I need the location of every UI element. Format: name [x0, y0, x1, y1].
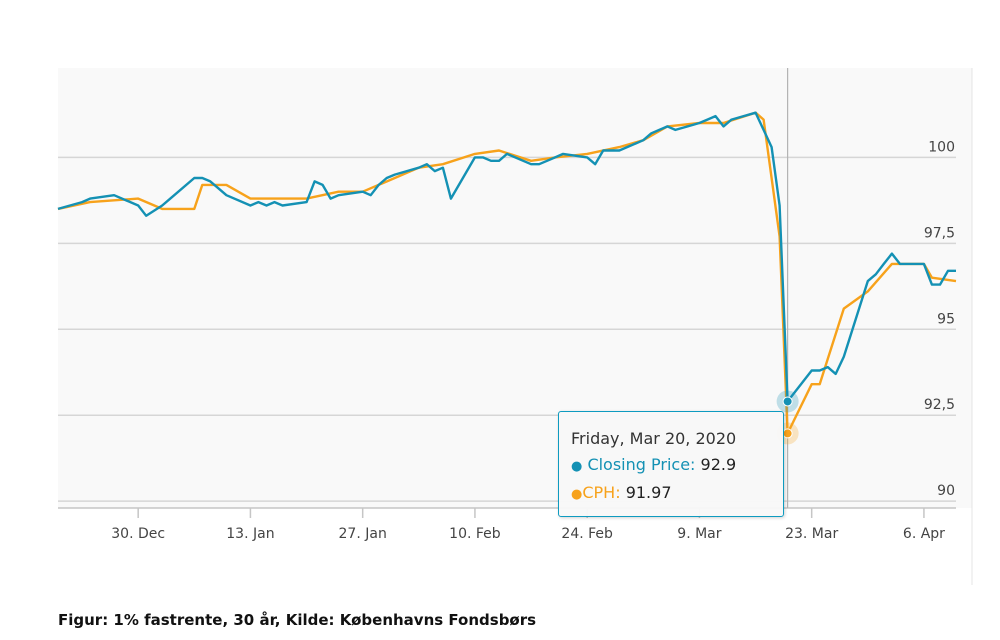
- series-dot-icon: ●: [571, 459, 583, 474]
- series-line-closing-price[interactable]: [57, 111, 956, 403]
- x-tick-label: 23. Mar: [785, 526, 838, 542]
- tooltip-value: 91.97: [625, 483, 672, 502]
- series-dot-icon: ●: [571, 487, 583, 502]
- x-tick-label: 24. Feb: [561, 526, 613, 542]
- figure-caption: Figur: 1% fastrente, 30 år, Kilde: Køben…: [58, 611, 537, 629]
- tooltip-label: Closing Price:: [587, 455, 696, 474]
- tooltip-row-cph: ●CPH: 91.97: [571, 480, 783, 508]
- y-tick-label: 95: [937, 311, 955, 327]
- tooltip-value: 92.9: [700, 455, 737, 474]
- x-tick-label: 13. Jan: [226, 526, 274, 542]
- x-axis: 30. Dec 13. Jan 27. Jan 10. Feb 24. Feb 9. Ma…: [58, 507, 956, 542]
- y-tick-label: 92,5: [924, 397, 955, 413]
- tooltip-label: CPH:: [582, 483, 621, 502]
- x-tick-label: 27. Jan: [339, 526, 387, 542]
- y-tick-label: 100: [928, 139, 955, 155]
- series-lines[interactable]: [57, 111, 957, 435]
- marker-point-cph[interactable]: [782, 428, 793, 439]
- y-axis: 90 92,5 95 97,5 100: [924, 139, 955, 499]
- plot-background: [58, 68, 972, 508]
- tooltip: Friday, Mar 20, 2020 ● Closing Price: 92…: [558, 411, 784, 517]
- x-tick-label: 30. Dec: [111, 526, 165, 542]
- x-tick-label: 10. Feb: [449, 526, 501, 542]
- tooltip-row-closing-price: ● Closing Price: 92.9: [571, 452, 783, 480]
- marker-point-closing-price[interactable]: [782, 396, 793, 407]
- tooltip-date: Friday, Mar 20, 2020: [571, 429, 737, 448]
- y-tick-label: 97,5: [924, 225, 955, 241]
- grid-lines: [58, 156, 956, 502]
- x-tick-label: 6. Apr: [903, 526, 945, 542]
- y-tick-label: 90: [937, 483, 955, 499]
- x-tick-label: 9. Mar: [677, 526, 721, 542]
